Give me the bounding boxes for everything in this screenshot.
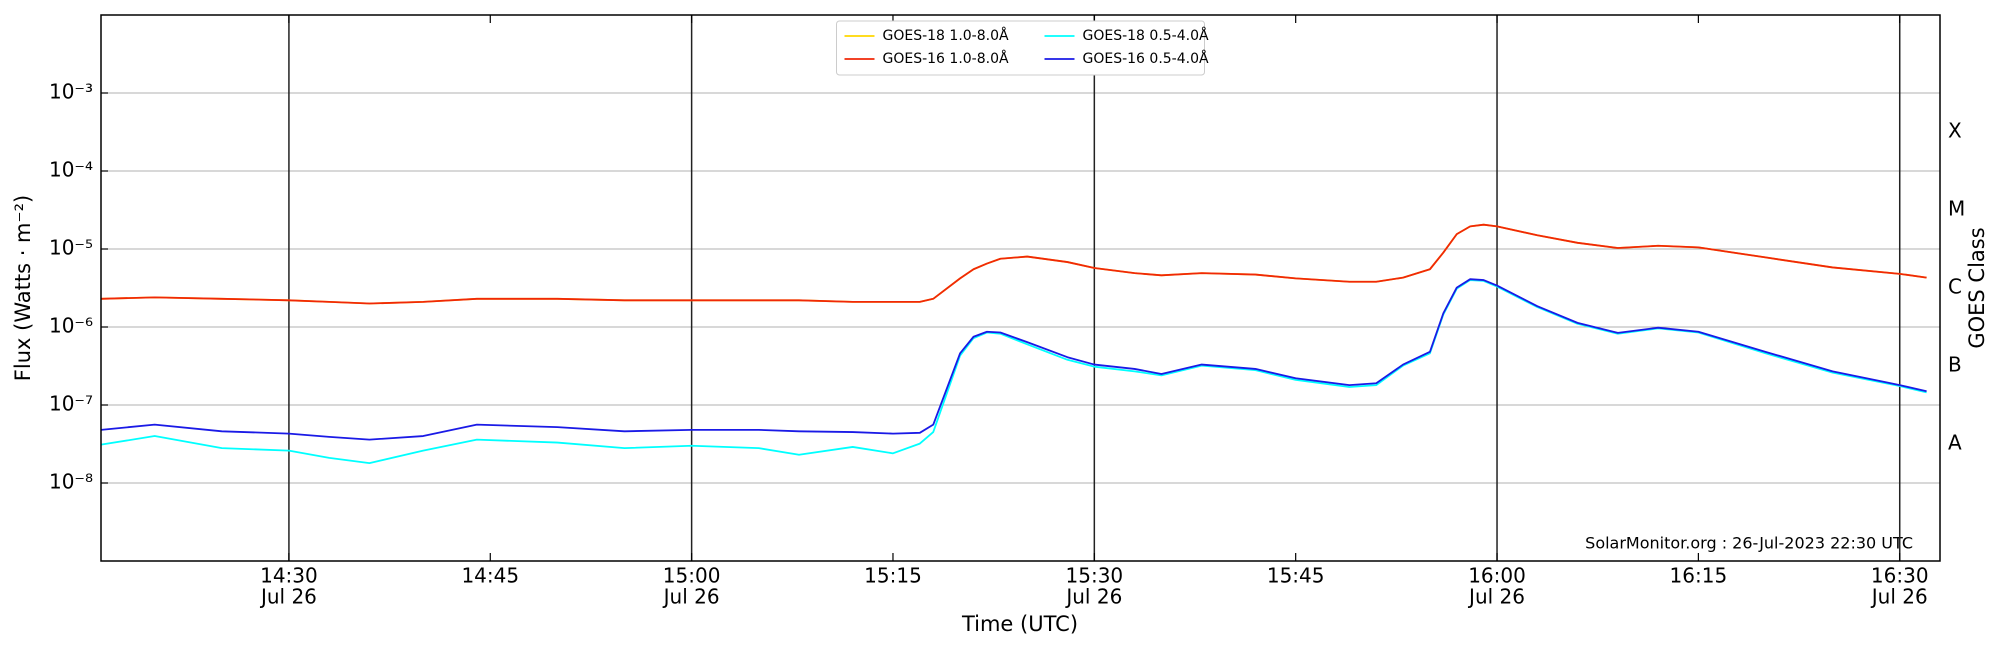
annotation: SolarMonitor.org : 26-Jul-2023 22:30 UTC <box>1585 534 1913 553</box>
x-tick-label: 15:00 <box>663 564 721 588</box>
y2-axis-label: GOES Class <box>1965 227 1989 348</box>
series-line <box>100 223 1927 305</box>
y2-tick-label: B <box>1948 353 1962 377</box>
y-axis-label: Flux (Watts · m⁻²) <box>11 195 35 381</box>
x-tick-label: 14:45 <box>461 564 519 588</box>
y-tick-label: 10⁻⁴ <box>49 158 93 182</box>
legend-box <box>836 20 1205 76</box>
x-tick-label: 14:30 <box>260 564 318 588</box>
legend-label: GOES-18 1.0-8.0Å <box>883 27 1009 44</box>
x-tick-label: 16:00 <box>1468 564 1526 588</box>
legend-label: GOES-18 0.5-4.0Å <box>1083 27 1209 44</box>
x-tick-date: Jul 26 <box>259 585 317 609</box>
y2-tick-label: X <box>1948 119 1962 143</box>
legend: GOES-18 1.0-8.0Å GOES-16 1.0-8.0Å GOES-18 … <box>836 20 1209 76</box>
y-tick-label: 10⁻³ <box>49 80 93 104</box>
x-tick-date: Jul 26 <box>1467 585 1525 609</box>
series-line <box>100 279 1927 464</box>
x-tick-date: Jul 26 <box>1064 585 1122 609</box>
x-tick-label: 15:15 <box>864 564 922 588</box>
x-tick-date: Jul 26 <box>662 585 720 609</box>
x-tick-label: 16:15 <box>1670 564 1728 588</box>
plot-frame <box>100 14 1941 562</box>
y2-tick-label: A <box>1948 431 1962 455</box>
series-line <box>100 278 1927 441</box>
y-tick-label: 10⁻⁵ <box>49 236 93 260</box>
x-tick-label: 15:45 <box>1267 564 1325 588</box>
y-tick-label: 10⁻⁸ <box>49 470 93 494</box>
x-tick-label: 15:30 <box>1066 564 1124 588</box>
y2-tick-label: C <box>1948 275 1962 299</box>
y2-tick-label: M <box>1948 197 1965 221</box>
legend-label: GOES-16 1.0-8.0Å <box>883 50 1009 67</box>
y-tick-label: 10⁻⁷ <box>49 392 93 416</box>
x-axis-label: Time (UTC) <box>961 612 1078 636</box>
legend-label: GOES-16 0.5-4.0Å <box>1083 50 1209 67</box>
series-line <box>100 223 1927 305</box>
y-tick-label: 10⁻⁶ <box>49 314 93 338</box>
x-tick-date: Jul 26 <box>1870 585 1928 609</box>
x-tick-label: 16:30 <box>1871 564 1929 588</box>
